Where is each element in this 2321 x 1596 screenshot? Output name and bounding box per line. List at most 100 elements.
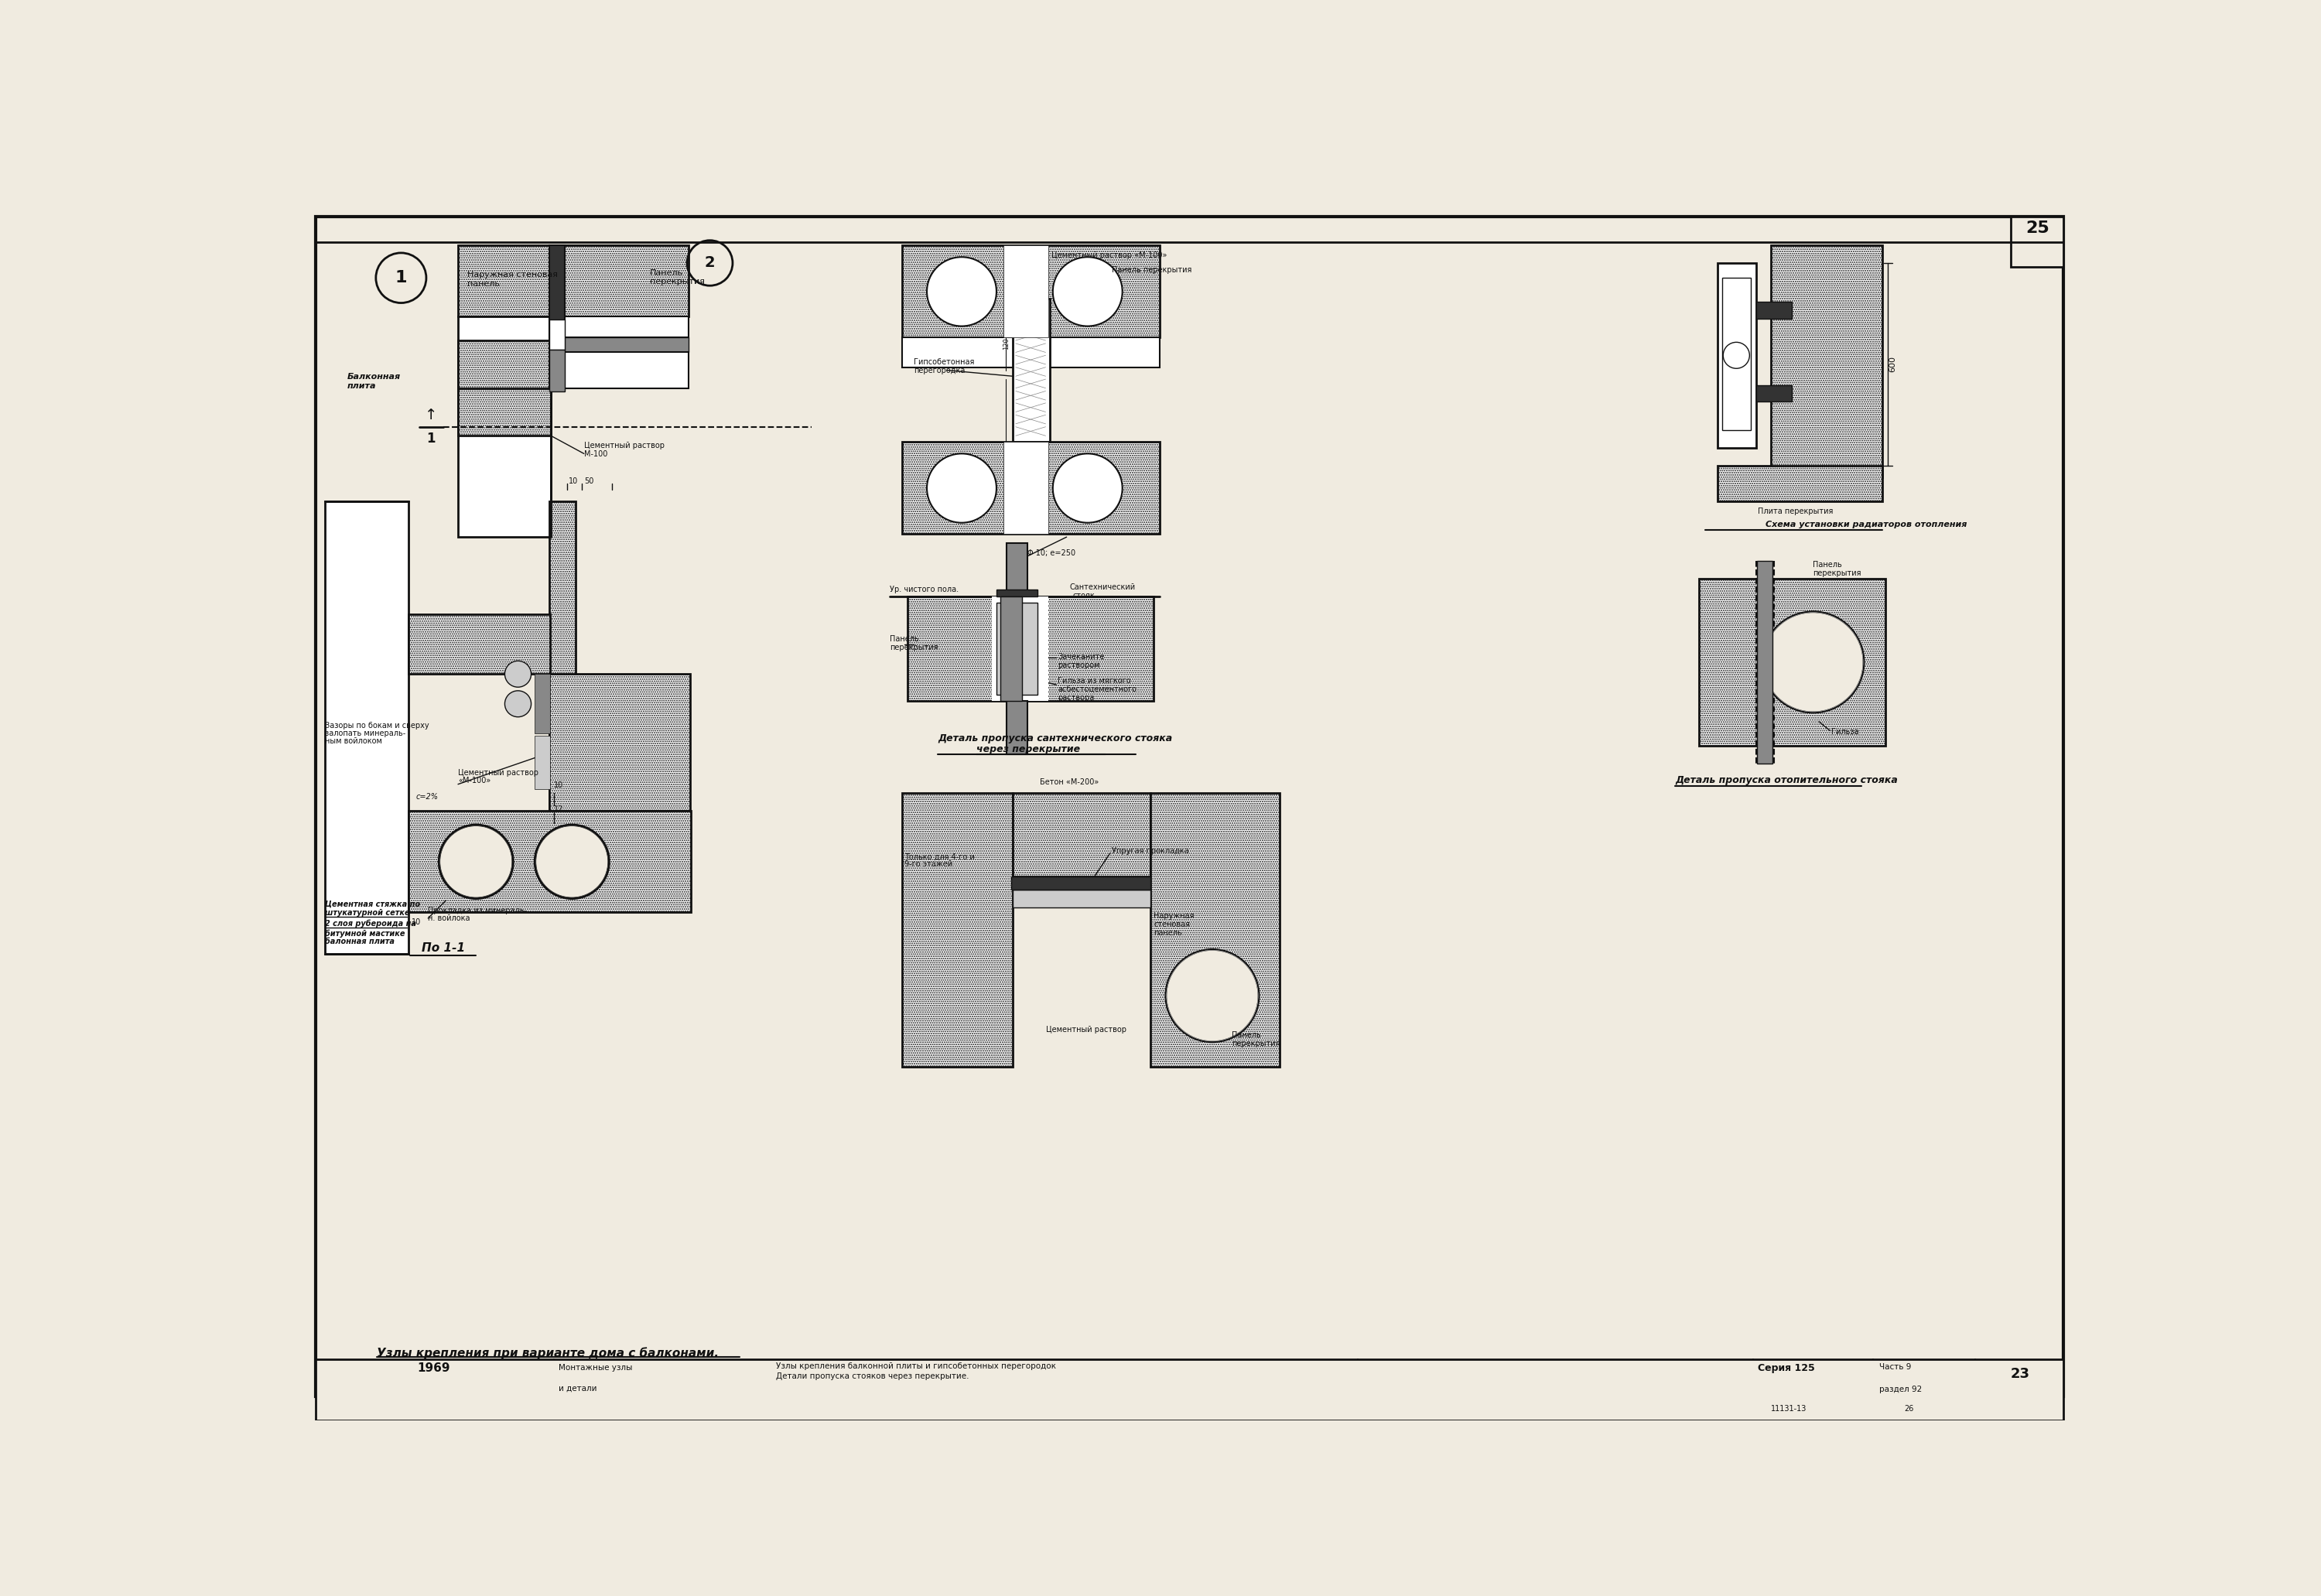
Text: 1: 1 (395, 270, 406, 286)
Text: раствора: раствора (1058, 694, 1093, 701)
Text: Детали пропуска стояков через перекрытие.: Детали пропуска стояков через перекрытие… (775, 1373, 968, 1381)
Bar (991, 597, 1049, 701)
Bar (1003, 246, 1049, 337)
Text: стеновая: стеновая (1154, 921, 1191, 929)
Text: Гильза из мягкого: Гильза из мягкого (1058, 677, 1130, 685)
Circle shape (534, 825, 608, 899)
Text: Гипсобетонная: Гипсобетонная (914, 359, 975, 365)
Bar (325, 501, 408, 954)
Circle shape (439, 825, 513, 899)
Text: панель: панель (1154, 929, 1181, 937)
Text: 11131-13: 11131-13 (1771, 1404, 1808, 1412)
Bar (1718, 263, 1757, 447)
Bar (457, 340, 550, 388)
Text: 10: 10 (411, 918, 420, 926)
Text: н. войлока: н. войлока (427, 915, 471, 922)
Circle shape (1167, 951, 1258, 1041)
Text: балонная плита: балонная плита (325, 938, 395, 946)
Text: Цементный раствор «M-100»: Цементный раствор «M-100» (1051, 251, 1167, 259)
Text: Деталь пропуска отопительного стояка: Деталь пропуска отопительного стояка (1676, 776, 1899, 785)
Text: По 1-1: По 1-1 (422, 942, 464, 954)
Text: 25: 25 (2026, 220, 2049, 236)
Bar (408, 614, 550, 674)
Text: плита: плита (348, 381, 376, 389)
Bar (901, 246, 1160, 337)
Circle shape (1762, 611, 1864, 713)
Text: Цементная стяжка по: Цементная стяжка по (325, 900, 420, 908)
Text: Часть 9: Часть 9 (1880, 1363, 1910, 1371)
Bar (1151, 793, 1279, 1068)
Text: Серия 125: Серия 125 (1757, 1363, 1815, 1373)
Text: через перекрытие: через перекрытие (977, 744, 1079, 755)
Bar (1003, 442, 1049, 535)
Bar (1000, 597, 1021, 701)
Circle shape (1054, 453, 1123, 523)
Text: раствором: раствором (1058, 661, 1100, 669)
Circle shape (536, 827, 608, 897)
Text: перекрытия: перекрытия (889, 643, 938, 651)
Text: 1969: 1969 (418, 1363, 450, 1374)
Bar (1007, 543, 1028, 597)
Bar (550, 501, 576, 811)
Bar (908, 597, 1154, 701)
Text: 23: 23 (2010, 1368, 2029, 1381)
Text: залопать минераль-: залопать минераль- (325, 729, 406, 737)
Bar (1757, 560, 1773, 763)
Bar (408, 811, 692, 913)
Text: Зачеканите: Зачеканите (1058, 653, 1105, 661)
Bar (534, 736, 550, 788)
Text: Панель: Панель (650, 270, 682, 276)
Text: М-100: М-100 (585, 450, 608, 458)
Bar (316, 1360, 2063, 1420)
Circle shape (504, 691, 532, 717)
Bar (457, 246, 638, 316)
Text: асбестоцементного: асбестоцементного (1058, 685, 1137, 693)
Text: ↑: ↑ (425, 407, 436, 423)
Text: Наружная: Наружная (1154, 913, 1193, 919)
Text: 10: 10 (555, 782, 564, 788)
Bar (901, 337, 1160, 367)
Bar (564, 337, 689, 353)
Bar (2010, 217, 2063, 267)
Bar (901, 442, 1160, 535)
Bar (564, 246, 689, 316)
Text: Цементный раствор: Цементный раствор (457, 769, 538, 777)
Text: Гильза: Гильза (1831, 728, 1859, 736)
Bar (996, 603, 1037, 694)
Text: Зазоры по бокам и сверху: Зазоры по бокам и сверху (325, 721, 429, 729)
Bar (457, 388, 550, 436)
Bar (550, 319, 564, 350)
Bar (550, 674, 689, 811)
Text: Цементный раствор: Цементный раствор (585, 442, 664, 450)
Text: Узлы крепления при варианте дома с балконами.: Узлы крепления при варианте дома с балко… (376, 1347, 720, 1360)
Bar (1757, 385, 1792, 402)
Text: Прокладка из минераль-: Прокладка из минераль- (427, 907, 527, 915)
Text: 2 слоя рубероида на: 2 слоя рубероида на (325, 919, 415, 927)
Text: 12: 12 (555, 804, 564, 812)
Text: c=2%: c=2% (415, 793, 439, 801)
Text: 2: 2 (706, 255, 715, 270)
Bar (550, 246, 564, 388)
Circle shape (926, 453, 996, 523)
Text: Сантехнический: Сантехнический (1070, 584, 1135, 591)
Text: Наружная стеновая: Наружная стеновая (467, 271, 557, 279)
Text: штукатурной сетке: штукатурной сетке (325, 910, 411, 918)
Bar (457, 316, 550, 536)
Text: Узлы крепления балконной плиты и гипсобетонных перегородок: Узлы крепления балконной плиты и гипсобе… (775, 1361, 1056, 1369)
Text: 600: 600 (1889, 356, 1896, 372)
Bar (1718, 466, 1882, 501)
Text: Упругая прокладка: Упругая прокладка (1112, 847, 1188, 854)
Bar (1000, 597, 1021, 701)
Text: 1: 1 (427, 433, 436, 445)
Text: 9-го этажей: 9-го этажей (905, 860, 952, 868)
Circle shape (1764, 613, 1864, 712)
Circle shape (504, 661, 532, 688)
Text: панель: панель (467, 279, 499, 287)
Text: перегородка: перегородка (914, 367, 966, 375)
Text: Бетон «M-200»: Бетон «M-200» (1040, 779, 1098, 785)
Text: Только для 4-го и: Только для 4-го и (905, 852, 975, 860)
Text: 50: 50 (585, 477, 594, 485)
Circle shape (1054, 257, 1123, 326)
Text: перекрытия: перекрытия (650, 278, 706, 286)
Circle shape (1722, 342, 1750, 369)
